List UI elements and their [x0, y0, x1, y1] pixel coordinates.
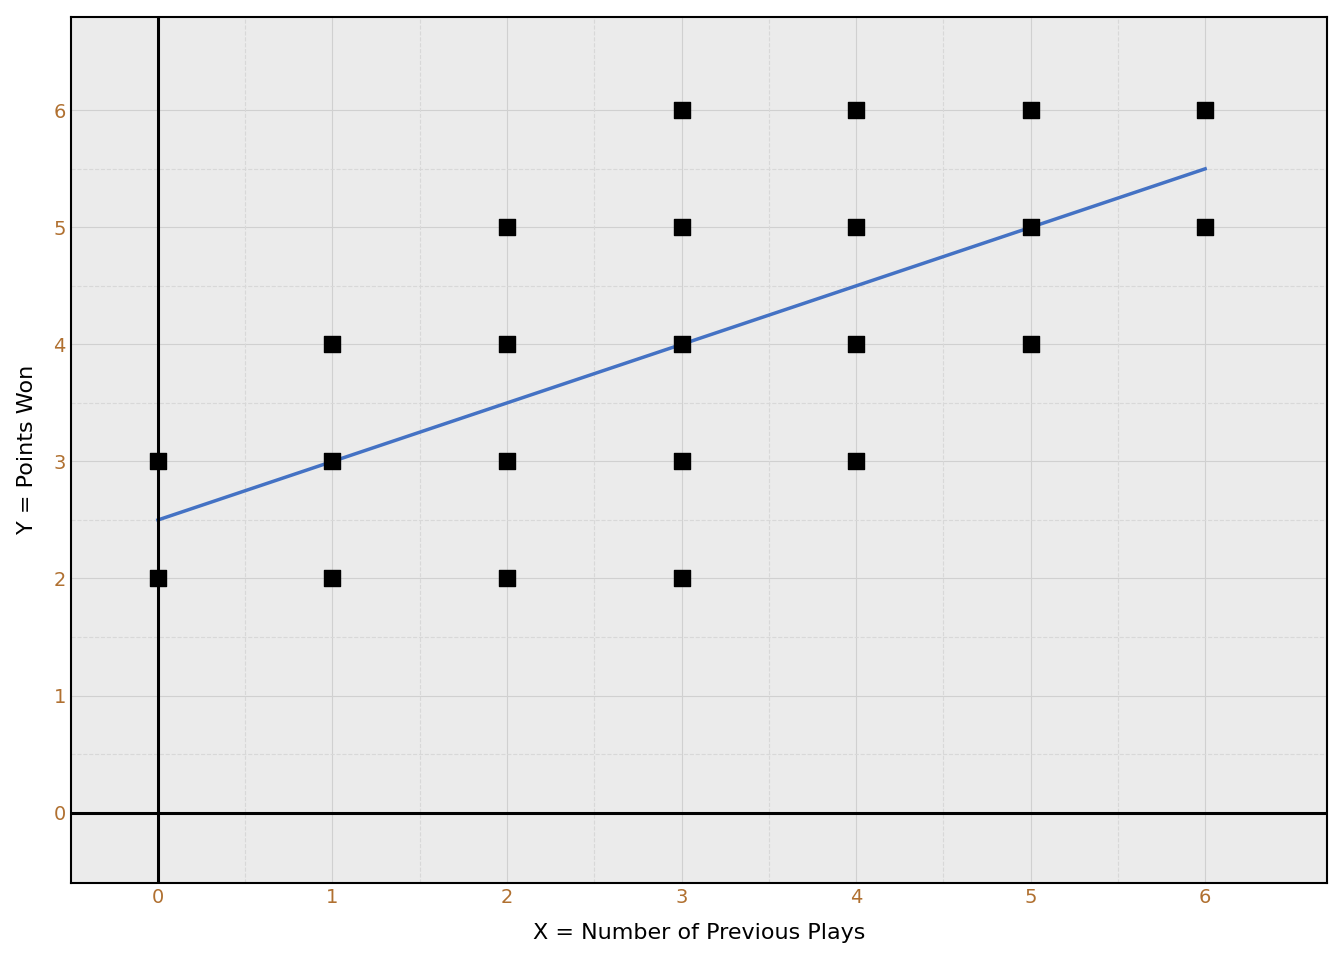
Point	[845, 103, 867, 118]
Point	[671, 337, 692, 352]
Point	[845, 337, 867, 352]
Point	[496, 220, 517, 235]
Point	[496, 337, 517, 352]
Point	[671, 103, 692, 118]
Point	[671, 220, 692, 235]
Point	[1195, 103, 1216, 118]
Point	[845, 220, 867, 235]
Y-axis label: Y = Points Won: Y = Points Won	[16, 365, 36, 535]
Point	[496, 454, 517, 469]
Point	[496, 571, 517, 587]
Point	[1020, 103, 1042, 118]
Point	[321, 337, 343, 352]
Point	[1020, 220, 1042, 235]
X-axis label: X = Number of Previous Plays: X = Number of Previous Plays	[532, 924, 866, 944]
Point	[148, 454, 169, 469]
Point	[1020, 337, 1042, 352]
Point	[321, 571, 343, 587]
Point	[321, 454, 343, 469]
Point	[671, 454, 692, 469]
Point	[845, 454, 867, 469]
Point	[671, 571, 692, 587]
Point	[1195, 220, 1216, 235]
Point	[148, 571, 169, 587]
